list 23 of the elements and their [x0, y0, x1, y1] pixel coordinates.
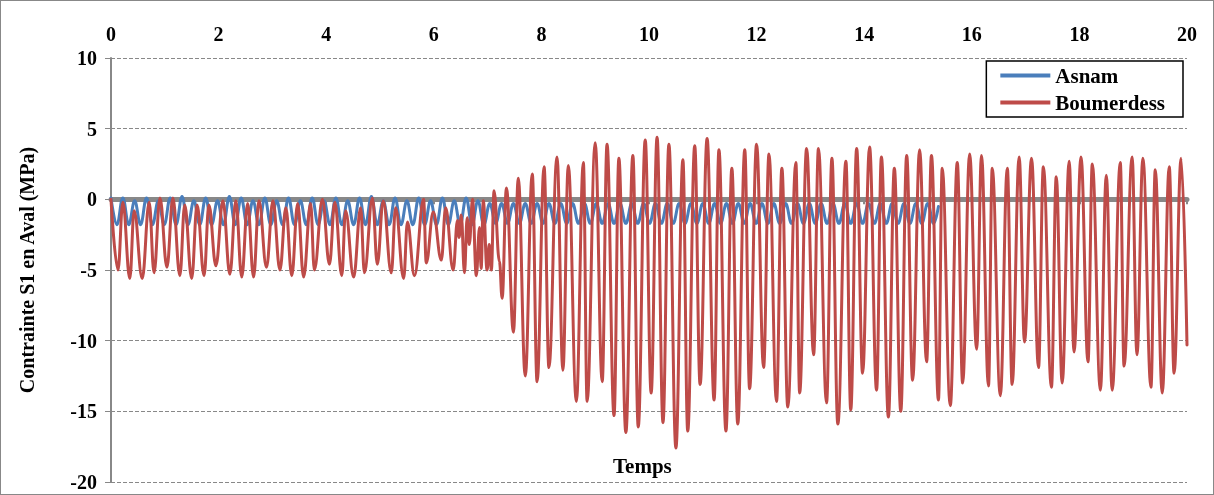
y-tick-label: -5 — [80, 259, 97, 281]
y-axis-title: Contrainte S1 en Aval (MPa) — [16, 146, 39, 394]
x-tick-label: 4 — [321, 23, 332, 45]
x-axis-title: Temps — [613, 453, 672, 478]
x-tick-label: 16 — [961, 23, 982, 45]
legend-label: Asnam — [1055, 63, 1119, 88]
legend-label: Boumerdess — [1055, 90, 1166, 115]
y-tick-label: -10 — [70, 329, 97, 352]
y-tick-label: 0 — [87, 188, 97, 211]
x-tick-label: 12 — [746, 23, 767, 45]
x-tick-label: 2 — [213, 23, 224, 45]
x-tick-label: 0 — [106, 23, 116, 45]
x-tick-label: 8 — [536, 23, 547, 45]
x-tick-label: 14 — [854, 23, 875, 45]
x-tick-label: 6 — [428, 23, 439, 45]
x-tick-label: 20 — [1177, 23, 1197, 45]
x-tick-label: 10 — [639, 23, 659, 45]
y-tick-label: -20 — [70, 471, 97, 493]
x-tick-label: 18 — [1069, 23, 1090, 45]
y-tick-label: 10 — [77, 47, 97, 69]
y-tick-label: 5 — [87, 117, 97, 140]
line-series — [109, 135, 1189, 450]
y-tick-label: -15 — [70, 400, 97, 423]
